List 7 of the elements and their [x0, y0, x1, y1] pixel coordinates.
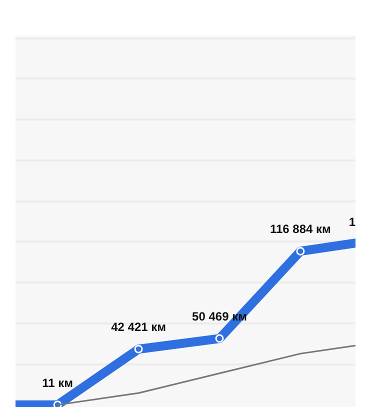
point [296, 246, 305, 256]
point [134, 344, 143, 354]
data-label: 11 км [42, 376, 74, 390]
data-label: 116 884 км [270, 222, 332, 236]
annotation: 1 [348, 215, 356, 230]
point [215, 334, 224, 343]
data-label: 42 421 км [111, 320, 166, 334]
